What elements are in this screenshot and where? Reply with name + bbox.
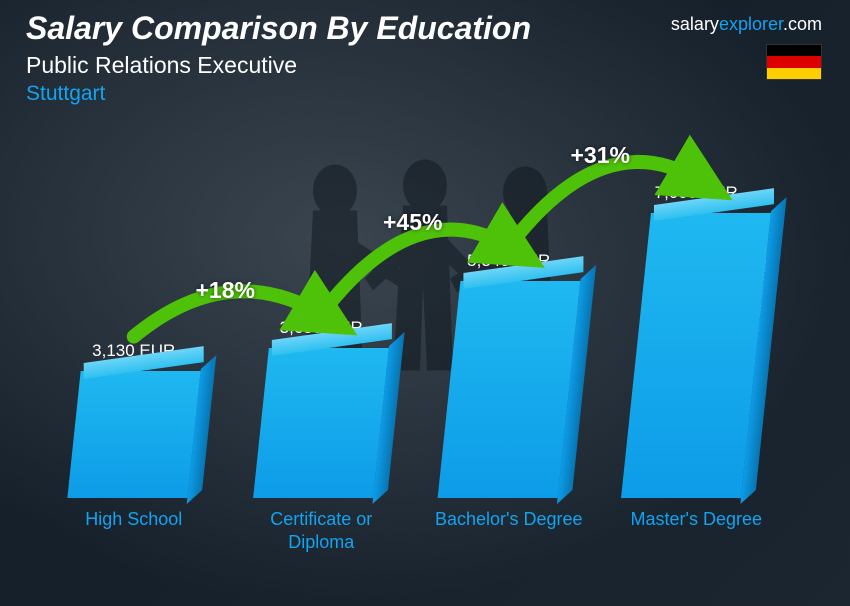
- container: Salary Comparison By Education Public Re…: [0, 0, 850, 606]
- germany-flag-icon: [766, 44, 822, 80]
- increase-percent-label: +18%: [196, 277, 255, 304]
- flag-stripe-bot: [767, 68, 821, 79]
- brand-part-2: explorer: [719, 14, 783, 34]
- increase-percent-label: +31%: [571, 142, 630, 169]
- city-label: Stuttgart: [26, 82, 105, 106]
- brand-logo: salaryexplorer.com: [671, 14, 822, 35]
- brand-part-3: .com: [783, 14, 822, 34]
- page-title: Salary Comparison By Education: [26, 10, 531, 47]
- increase-percent-label: +45%: [383, 209, 442, 236]
- bar-chart: 3,130 EURHigh School3,680 EURCertificate…: [40, 120, 790, 556]
- flag-stripe-top: [767, 45, 821, 56]
- flag-stripe-mid: [767, 56, 821, 67]
- brand-part-1: salary: [671, 14, 719, 34]
- increase-arrow: [40, 120, 790, 561]
- job-subtitle: Public Relations Executive: [26, 52, 297, 79]
